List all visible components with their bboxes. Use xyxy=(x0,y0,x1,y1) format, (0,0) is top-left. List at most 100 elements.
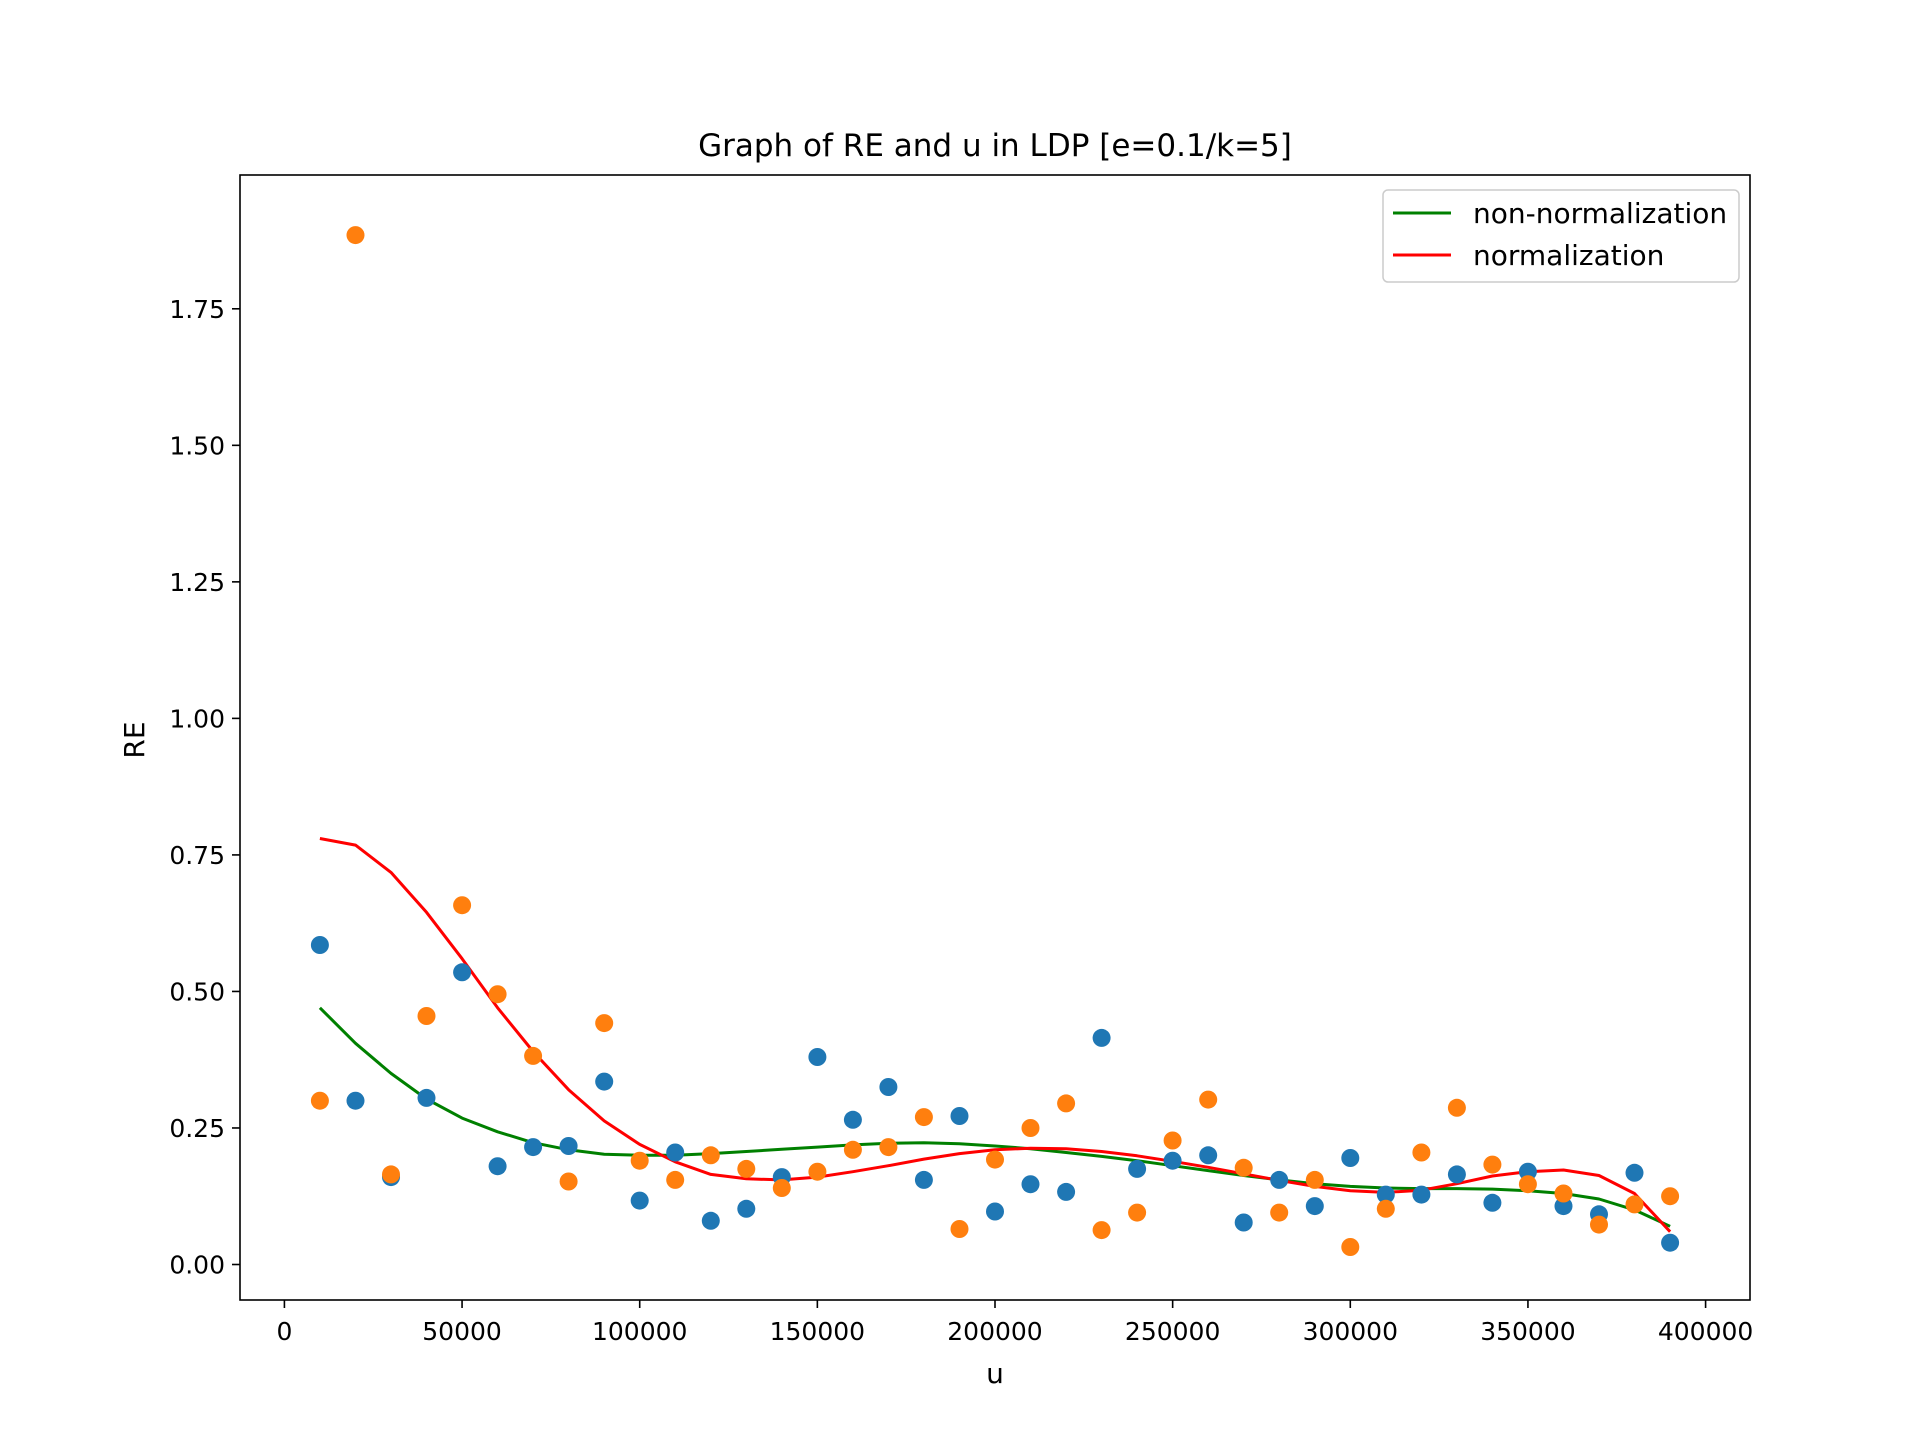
scatter-point-series-2 xyxy=(1376,1199,1395,1218)
scatter-point-series-2 xyxy=(1199,1090,1218,1109)
scatter-point-series-2 xyxy=(630,1151,649,1170)
scatter-point-series-2 xyxy=(310,1091,329,1110)
x-tick-label: 250000 xyxy=(1125,1317,1220,1346)
scatter-point-series-2 xyxy=(1412,1143,1431,1162)
scatter-point-series-2 xyxy=(914,1108,933,1127)
scatter-point-series-1 xyxy=(879,1078,898,1096)
scatter-point-series-1 xyxy=(1483,1193,1502,1212)
y-tick-label: 0.00 xyxy=(169,1251,225,1280)
x-tick-label: 150000 xyxy=(770,1317,865,1346)
scatter-point-series-2 xyxy=(986,1150,1004,1169)
scatter-point-series-2 xyxy=(1234,1158,1253,1177)
scatter-point-series-2 xyxy=(382,1165,400,1184)
scatter-point-series-1 xyxy=(630,1191,649,1210)
legend-box xyxy=(1382,189,1740,283)
scatter-point-series-2 xyxy=(701,1146,720,1165)
scatter-point-series-2 xyxy=(453,896,472,915)
scatter-point-series-2 xyxy=(1270,1203,1289,1222)
y-tick-label: 1.75 xyxy=(169,295,225,324)
scatter-point-series-2 xyxy=(1021,1119,1040,1137)
y-tick-label: 0.75 xyxy=(169,841,225,870)
scatter-point-series-2 xyxy=(843,1140,862,1159)
scatter-point-series-1 xyxy=(346,1091,365,1110)
scatter-point-series-1 xyxy=(488,1157,507,1176)
x-tick-label: 300000 xyxy=(1303,1317,1398,1346)
scatter-point-series-1 xyxy=(1447,1165,1466,1184)
series-line-non-normalization xyxy=(318,1006,1671,1228)
scatter-point-series-2 xyxy=(1163,1131,1182,1150)
scatter-point-series-2 xyxy=(1305,1170,1324,1189)
scatter-point-series-2 xyxy=(595,1014,614,1033)
scatter-point-series-1 xyxy=(1625,1163,1644,1182)
scatter-point-series-2 xyxy=(950,1220,969,1238)
scatter-point-series-2 xyxy=(1128,1203,1147,1222)
scatter-point-series-2 xyxy=(1625,1195,1644,1214)
scatter-point-series-2 xyxy=(772,1179,791,1197)
scatter-point-series-2 xyxy=(417,1007,436,1025)
scatter-point-series-2 xyxy=(1554,1184,1573,1203)
x-tick-label: 350000 xyxy=(1480,1317,1575,1346)
legend: non-normalization normalization xyxy=(1382,189,1740,283)
scatter-point-series-2 xyxy=(488,985,507,1004)
scatter-point-series-1 xyxy=(1518,1162,1537,1181)
scatter-point-series-1 xyxy=(1554,1197,1573,1216)
scatter-point-series-1 xyxy=(1341,1149,1360,1167)
scatter-point-series-1 xyxy=(914,1170,933,1189)
scatter-points xyxy=(310,226,1680,1256)
scatter-point-series-2 xyxy=(1661,1187,1680,1206)
scatter-point-series-1 xyxy=(1305,1197,1324,1216)
x-tick-label: 400000 xyxy=(1658,1317,1753,1346)
series-line-normalization xyxy=(319,837,1672,1233)
y-axis-label: RE xyxy=(118,721,151,758)
scatter-point-series-2 xyxy=(1341,1238,1360,1256)
scatter-point-series-2 xyxy=(559,1172,578,1191)
scatter-point-series-1 xyxy=(1412,1185,1431,1204)
scatter-point-series-1 xyxy=(524,1138,543,1157)
scatter-point-series-1 xyxy=(1021,1175,1040,1194)
scatter-point-series-2 xyxy=(879,1138,898,1157)
x-axis: 0 50000 100000 150000 200000 250000 300000 3500… xyxy=(276,1300,1753,1346)
scatter-point-series-2 xyxy=(1092,1221,1111,1240)
scatter-point-series-1 xyxy=(1199,1146,1218,1165)
x-tick-label: 100000 xyxy=(592,1317,687,1346)
legend-label-normalization: normalization xyxy=(1473,239,1664,272)
scatter-point-series-1 xyxy=(1376,1185,1395,1204)
scatter-point-series-1 xyxy=(986,1202,1004,1221)
scatter-point-series-1 xyxy=(1057,1182,1076,1201)
scatter-point-series-1 xyxy=(1234,1213,1253,1232)
y-axis: 0.00 0.25 0.50 0.75 1.00 1.25 1.50 1.75 xyxy=(169,295,240,1280)
y-tick-label: 1.00 xyxy=(169,704,225,733)
scatter-point-series-2 xyxy=(1483,1155,1502,1174)
scatter-point-series-1 xyxy=(1163,1151,1182,1170)
scatter-point-series-1 xyxy=(1270,1170,1289,1189)
scatter-point-series-1 xyxy=(310,936,329,954)
x-axis-label: u xyxy=(986,1357,1004,1390)
scatter-point-series-1 xyxy=(1092,1028,1111,1047)
scatter-point-series-1 xyxy=(1661,1233,1680,1252)
y-tick-label: 0.50 xyxy=(169,977,225,1006)
scatter-point-series-1 xyxy=(737,1199,756,1218)
x-tick-label: 200000 xyxy=(947,1317,1042,1346)
scatter-point-series-2 xyxy=(737,1159,756,1178)
scatter-point-series-2 xyxy=(1518,1175,1537,1194)
chart-title: Graph of RE and u in LDP [e=0.1/k=5] xyxy=(698,128,1292,164)
scatter-point-series-2 xyxy=(346,226,365,245)
series-lines xyxy=(318,837,1672,1233)
scatter-point-series-1 xyxy=(559,1137,578,1155)
scatter-point-series-2 xyxy=(1057,1094,1076,1113)
scatter-point-series-2 xyxy=(808,1162,827,1181)
x-tick-label: 50000 xyxy=(422,1317,502,1346)
scatter-point-series-1 xyxy=(1128,1159,1147,1178)
y-tick-label: 1.25 xyxy=(169,568,225,597)
scatter-point-series-1 xyxy=(453,963,472,982)
y-tick-label: 1.50 xyxy=(169,431,225,460)
scatter-point-series-2 xyxy=(1590,1215,1608,1234)
scatter-point-series-1 xyxy=(595,1072,614,1091)
legend-label-non-normalization: non-normalization xyxy=(1473,197,1727,230)
scatter-point-series-1 xyxy=(666,1143,685,1162)
x-tick-label: 0 xyxy=(276,1317,292,1346)
y-tick-label: 0.25 xyxy=(169,1114,225,1143)
scatter-point-series-2 xyxy=(1447,1098,1466,1117)
scatter-point-series-2 xyxy=(524,1046,543,1065)
